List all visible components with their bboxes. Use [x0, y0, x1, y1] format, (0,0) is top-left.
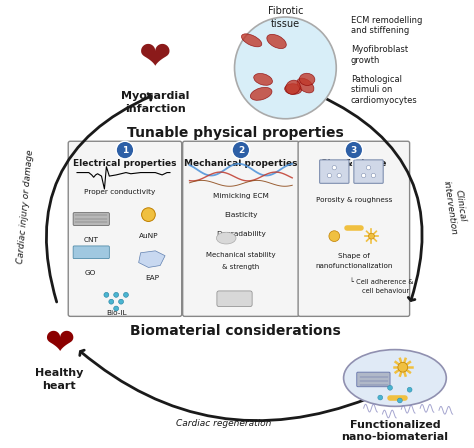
Circle shape — [142, 208, 155, 221]
Ellipse shape — [300, 73, 315, 86]
Text: AuNP: AuNP — [138, 233, 158, 239]
FancyBboxPatch shape — [73, 246, 109, 258]
Circle shape — [118, 299, 124, 304]
Circle shape — [235, 17, 336, 119]
Ellipse shape — [344, 349, 447, 406]
Ellipse shape — [217, 232, 236, 244]
Circle shape — [116, 141, 134, 159]
Polygon shape — [139, 251, 165, 267]
FancyBboxPatch shape — [298, 141, 410, 316]
Text: Myofibroblast
growth: Myofibroblast growth — [351, 45, 408, 65]
Text: Bio-IL: Bio-IL — [106, 310, 127, 316]
FancyBboxPatch shape — [319, 160, 349, 183]
Text: Proper conductivity: Proper conductivity — [84, 189, 156, 195]
FancyBboxPatch shape — [357, 372, 390, 387]
Text: ECM remodelling
and stiffening: ECM remodelling and stiffening — [351, 16, 422, 35]
Text: CNT: CNT — [83, 237, 98, 243]
Ellipse shape — [285, 84, 302, 95]
Text: Functionalized
nano-biomaterial: Functionalized nano-biomaterial — [341, 420, 448, 443]
Text: Size & shape: Size & shape — [321, 159, 387, 168]
Ellipse shape — [250, 87, 272, 100]
FancyBboxPatch shape — [217, 291, 252, 306]
Text: Cardiac regeneration: Cardiac regeneration — [176, 419, 272, 428]
Text: Pathological
stimuli on
cardiomyocytes: Pathological stimuli on cardiomyocytes — [351, 75, 418, 104]
Text: ❤: ❤ — [139, 39, 172, 77]
Circle shape — [329, 231, 340, 241]
Text: Biomaterial considerations: Biomaterial considerations — [130, 324, 341, 338]
Circle shape — [114, 306, 118, 311]
Text: EAP: EAP — [146, 275, 159, 281]
Circle shape — [366, 165, 371, 170]
FancyBboxPatch shape — [68, 141, 182, 316]
Circle shape — [232, 141, 250, 159]
Text: GO: GO — [85, 271, 96, 276]
Circle shape — [362, 173, 366, 178]
Circle shape — [124, 293, 128, 297]
Text: Mimicking ECM: Mimicking ECM — [213, 193, 269, 199]
Text: Fibrotic
tissue: Fibrotic tissue — [268, 6, 303, 29]
Text: 1: 1 — [122, 146, 128, 155]
Text: Clinical
intervention: Clinical intervention — [442, 178, 469, 235]
Text: Elasticity: Elasticity — [224, 212, 258, 218]
Circle shape — [337, 173, 341, 178]
Circle shape — [332, 165, 337, 170]
Ellipse shape — [254, 73, 273, 85]
Circle shape — [388, 385, 392, 390]
Circle shape — [104, 293, 109, 297]
Ellipse shape — [267, 34, 286, 48]
Text: 3: 3 — [351, 146, 357, 155]
Text: ❤: ❤ — [44, 327, 74, 361]
Ellipse shape — [297, 78, 314, 93]
Circle shape — [397, 398, 402, 403]
Ellipse shape — [286, 80, 300, 95]
FancyBboxPatch shape — [182, 141, 299, 316]
Text: cell behaviour: cell behaviour — [362, 288, 409, 294]
Circle shape — [378, 395, 383, 400]
FancyBboxPatch shape — [73, 213, 109, 225]
Circle shape — [368, 233, 374, 239]
Text: Healthy
heart: Healthy heart — [35, 368, 83, 391]
Text: Mechanical stability: Mechanical stability — [206, 252, 276, 258]
Circle shape — [345, 141, 363, 159]
Text: Mechanical properties: Mechanical properties — [184, 159, 298, 168]
FancyBboxPatch shape — [354, 160, 383, 183]
Circle shape — [371, 173, 375, 178]
Text: Degradability: Degradability — [216, 231, 266, 237]
Text: & strength: & strength — [222, 263, 259, 270]
Ellipse shape — [241, 34, 262, 47]
Text: Tunable physical properties: Tunable physical properties — [127, 125, 344, 140]
Text: Myocardial
infarction: Myocardial infarction — [121, 91, 190, 114]
Text: 2: 2 — [238, 146, 244, 155]
Circle shape — [114, 293, 118, 297]
Circle shape — [109, 299, 114, 304]
Text: Cardiac injury or damage: Cardiac injury or damage — [16, 149, 35, 264]
Text: Shape of: Shape of — [338, 253, 370, 259]
Text: Electrical properties: Electrical properties — [73, 159, 177, 168]
Text: └ Cell adherence &: └ Cell adherence & — [350, 278, 413, 285]
Circle shape — [407, 387, 412, 392]
Text: nanofunctionalization: nanofunctionalization — [315, 263, 392, 268]
Circle shape — [398, 362, 408, 372]
Circle shape — [327, 173, 331, 178]
Text: Porosity & roughness: Porosity & roughness — [316, 197, 392, 203]
